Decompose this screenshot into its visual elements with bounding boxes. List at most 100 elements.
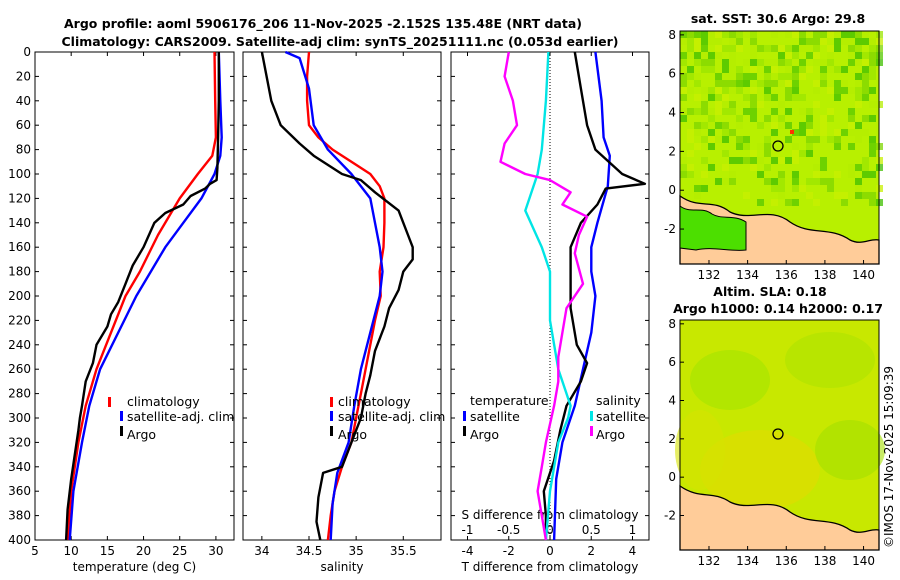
sst-cell (855, 94, 862, 101)
sst-cell (708, 108, 715, 115)
x-tick-label: 20 (136, 544, 151, 558)
sst-cell (799, 108, 806, 115)
sst-cell (750, 164, 757, 171)
sst-cell (869, 101, 876, 108)
sst-cell (736, 80, 743, 87)
sst-cell (806, 136, 813, 143)
sst-cell (750, 45, 757, 52)
sst-cell (764, 115, 771, 122)
legend-label-satellite: satellite-adj. clim (127, 409, 234, 424)
sst-cell (729, 52, 736, 59)
sst-cell (736, 157, 743, 164)
sst-cell (785, 108, 792, 115)
sst-cell (820, 164, 827, 171)
legend-swatch-satellite (120, 411, 123, 421)
sst-cell (750, 73, 757, 80)
sst-cell (680, 115, 687, 122)
sst-cell (701, 122, 708, 129)
sst-cell (750, 59, 757, 66)
sst-cell (764, 164, 771, 171)
sst-cell (848, 87, 855, 94)
sst-cell (855, 52, 862, 59)
sst-cell (813, 59, 820, 66)
sst-cell (694, 143, 701, 150)
sst-cell (736, 31, 743, 38)
sst-cell (701, 157, 708, 164)
s-tick-label: -0.5 (497, 523, 520, 537)
sst-cell (834, 66, 841, 73)
sst-cell (715, 178, 722, 185)
y-tick-label: 200 (8, 289, 31, 303)
sst-cell (729, 45, 736, 52)
sst-cell (834, 192, 841, 199)
sst-cell (750, 80, 757, 87)
sst-cell (785, 122, 792, 129)
sst-cell (743, 94, 750, 101)
sst-cell (827, 108, 834, 115)
sst-cell (785, 80, 792, 87)
sst-cell (764, 66, 771, 73)
sst-cell (834, 136, 841, 143)
sst-cell (820, 31, 827, 38)
sst-cell (680, 171, 687, 178)
y-tick-label: 40 (16, 94, 31, 108)
sst-cell (820, 115, 827, 122)
salinity-line-argo (260, 51, 414, 541)
sst-cell (848, 38, 855, 45)
sst-cell (848, 45, 855, 52)
sla-map-title-line2: Argo h1000: 0.14 h2000: 0.17 (673, 301, 883, 316)
sst-cell (848, 115, 855, 122)
sst-cell (785, 45, 792, 52)
sst-cell (855, 31, 862, 38)
sst-cell (820, 59, 827, 66)
sst-cell (855, 38, 862, 45)
sst-cell (813, 136, 820, 143)
sst-cell (764, 45, 771, 52)
sst-cell (806, 122, 813, 129)
sst-cell (862, 87, 869, 94)
hot-pixel (790, 130, 794, 134)
sst-cell (848, 52, 855, 59)
sst-cell (701, 66, 708, 73)
sst-cell (687, 164, 694, 171)
sst-cell (820, 73, 827, 80)
sst-cell (869, 73, 876, 80)
sst-cell (869, 87, 876, 94)
sst-cell (771, 178, 778, 185)
sst-cell (757, 80, 764, 87)
sst-cell (806, 143, 813, 150)
sst-cell (771, 157, 778, 164)
sst-cell (722, 59, 729, 66)
sst-cell (778, 157, 785, 164)
map-y-tick-label: 0 (668, 183, 676, 197)
sst-cell (806, 178, 813, 185)
sst-cell (778, 45, 785, 52)
s-tick-label: 0 (546, 523, 554, 537)
sst-cell (764, 94, 771, 101)
sst-cell (708, 129, 715, 136)
x-tick-label: 4 (629, 544, 637, 558)
sst-cell (827, 52, 834, 59)
sst-cell (771, 31, 778, 38)
sst-cell (722, 101, 729, 108)
sst-cell (680, 87, 687, 94)
sst-cell (862, 80, 869, 87)
sst-cell (827, 178, 834, 185)
sst-cell (869, 52, 876, 59)
sst-cell (687, 31, 694, 38)
sst-cell (792, 129, 799, 136)
sst-cell (680, 108, 687, 115)
sst-cell (729, 178, 736, 185)
sst-cell (820, 38, 827, 45)
sst-cell (785, 31, 792, 38)
sst-cell (694, 94, 701, 101)
sst-cell (799, 150, 806, 157)
legend-swatch-t-argo (463, 426, 466, 436)
sst-cell (848, 59, 855, 66)
sst-cell (722, 136, 729, 143)
sst-cell (687, 150, 694, 157)
sst-cell (869, 38, 876, 45)
argo-position-marker (772, 428, 784, 440)
sst-cell (694, 80, 701, 87)
sst-cell (778, 192, 785, 199)
